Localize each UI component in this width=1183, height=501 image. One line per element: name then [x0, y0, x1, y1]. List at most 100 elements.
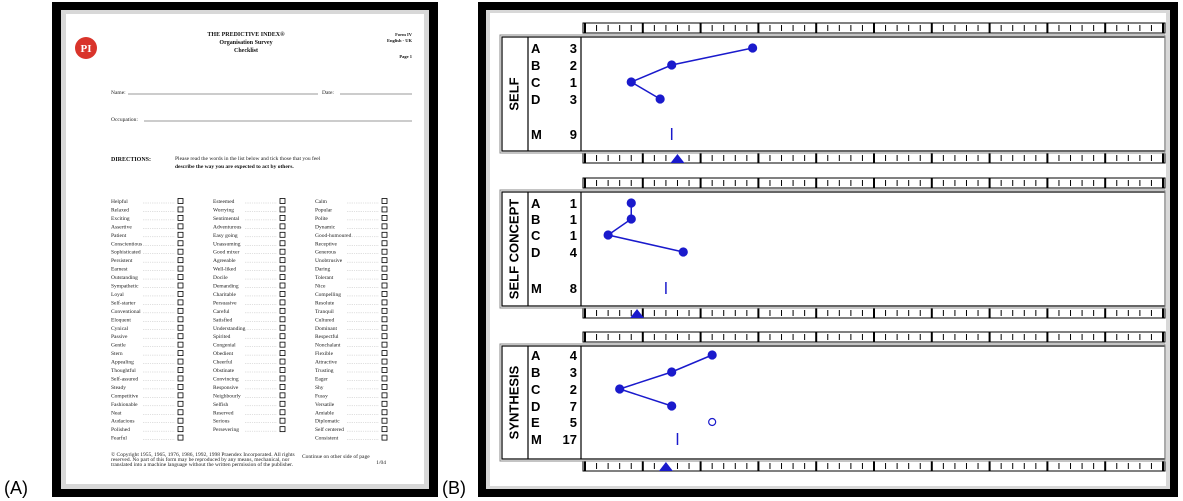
point	[668, 61, 676, 69]
word: Self-assured	[111, 375, 138, 382]
word: Demanding	[213, 284, 239, 290]
word: Helpful	[111, 198, 128, 205]
form-info: English - UK	[387, 38, 413, 43]
word: Steady	[111, 385, 126, 391]
row-letter: C	[531, 75, 541, 90]
point	[708, 351, 716, 359]
field-label: Name:	[111, 90, 126, 96]
row-letter: B	[531, 365, 540, 380]
row-letter: M	[531, 127, 542, 142]
word: Compelling	[315, 292, 341, 298]
word: Eager	[315, 376, 328, 382]
word: Appealing	[111, 360, 134, 366]
word: Fashionable	[111, 402, 138, 408]
word: Stern	[111, 351, 123, 357]
row-count: 4	[570, 245, 578, 260]
word: Responsive	[213, 385, 239, 391]
word: Sophisticated	[111, 250, 141, 256]
word: Good mixer	[213, 250, 240, 256]
doc-title: Checklist	[234, 48, 258, 54]
word: Adventurous	[213, 224, 241, 230]
row-count: 17	[563, 432, 577, 447]
word: Careful	[213, 308, 230, 315]
word: Self-starter	[111, 299, 136, 306]
word: Reserved	[213, 410, 234, 416]
word: Amiable	[315, 410, 334, 416]
word: Outstanding	[111, 275, 138, 281]
word: Shy	[315, 385, 324, 391]
word: Fearful	[111, 435, 127, 442]
word: Earnest	[111, 267, 128, 273]
word: Resolute	[315, 300, 335, 306]
word: Unobtrusive	[315, 258, 343, 264]
row-count: 3	[570, 41, 577, 56]
field-label: Date:	[322, 90, 334, 96]
doc-title: THE PREDICTIVE INDEX®	[207, 31, 285, 38]
row-count: 9	[570, 127, 577, 142]
word: Conventional	[111, 309, 141, 315]
word: Sympathetic	[111, 284, 139, 290]
row-count: 4	[570, 348, 578, 363]
word: Neighbourly	[213, 393, 241, 399]
word: Patient	[111, 233, 127, 239]
word: Dominant	[315, 326, 337, 332]
word: Understanding	[213, 326, 246, 332]
word: Thoughtful	[111, 367, 136, 374]
word: Consistent	[315, 436, 339, 442]
directions: Please read the words in the list below …	[175, 155, 321, 162]
field-label: Occupation:	[111, 117, 138, 123]
point	[668, 402, 676, 410]
word: Worrying	[213, 207, 234, 213]
row-letter: D	[531, 92, 540, 107]
panel-label: (B)	[442, 478, 466, 498]
word: Persistent	[111, 258, 133, 264]
doc-title: Organisation Survey	[219, 40, 272, 46]
row-count: 1	[570, 75, 577, 90]
word: Relaxed	[111, 207, 129, 213]
word: Diplomatic	[315, 419, 340, 425]
word: Daring	[315, 267, 331, 273]
word: Respectful	[315, 333, 339, 340]
word: Satisfied	[213, 316, 232, 323]
word: Docile	[213, 275, 228, 281]
directions-label: DIRECTIONS:	[111, 157, 151, 163]
page: (A) (B) PITHE PREDICTIVE INDEX®Organisat…	[0, 0, 1183, 501]
row-count: 7	[570, 399, 577, 414]
word: Tranquil	[315, 309, 334, 315]
word: Exciting	[111, 216, 130, 222]
word: Spirited	[213, 334, 231, 340]
word: Attractive	[315, 360, 338, 366]
word: Persevering	[213, 427, 239, 433]
point	[604, 231, 612, 239]
word: Assertive	[111, 224, 132, 230]
word: Selfish	[213, 401, 229, 408]
word: Polite	[315, 216, 328, 222]
section-label: SELF CONCEPT	[506, 199, 521, 299]
word: Loyal	[111, 292, 124, 298]
row-letter: A	[531, 196, 541, 211]
row-letter: D	[531, 245, 540, 260]
row-letter: B	[531, 58, 540, 73]
word: Esteemed	[213, 199, 235, 205]
form-info: Page 1	[399, 54, 412, 59]
point	[627, 78, 635, 86]
word: Persuasive	[213, 300, 237, 306]
form-info: Form IV	[395, 32, 413, 37]
row-count: 1	[570, 196, 577, 211]
row-letter: B	[531, 212, 540, 227]
logo: PI	[81, 43, 92, 55]
word: Conscientious	[111, 241, 142, 247]
word: Versatile	[315, 402, 335, 408]
point	[616, 385, 624, 393]
word: Good-humoured	[315, 233, 352, 239]
row-letter: A	[531, 41, 541, 56]
row-letter: D	[531, 399, 540, 414]
section-label: SYNTHESIS	[506, 365, 521, 439]
word: Fussy	[315, 393, 328, 399]
word: Self centered	[315, 426, 344, 433]
point	[656, 95, 664, 103]
point	[668, 368, 676, 376]
word: Tolerant	[315, 275, 334, 281]
word: Calm	[315, 199, 328, 205]
row-letter: C	[531, 228, 541, 243]
